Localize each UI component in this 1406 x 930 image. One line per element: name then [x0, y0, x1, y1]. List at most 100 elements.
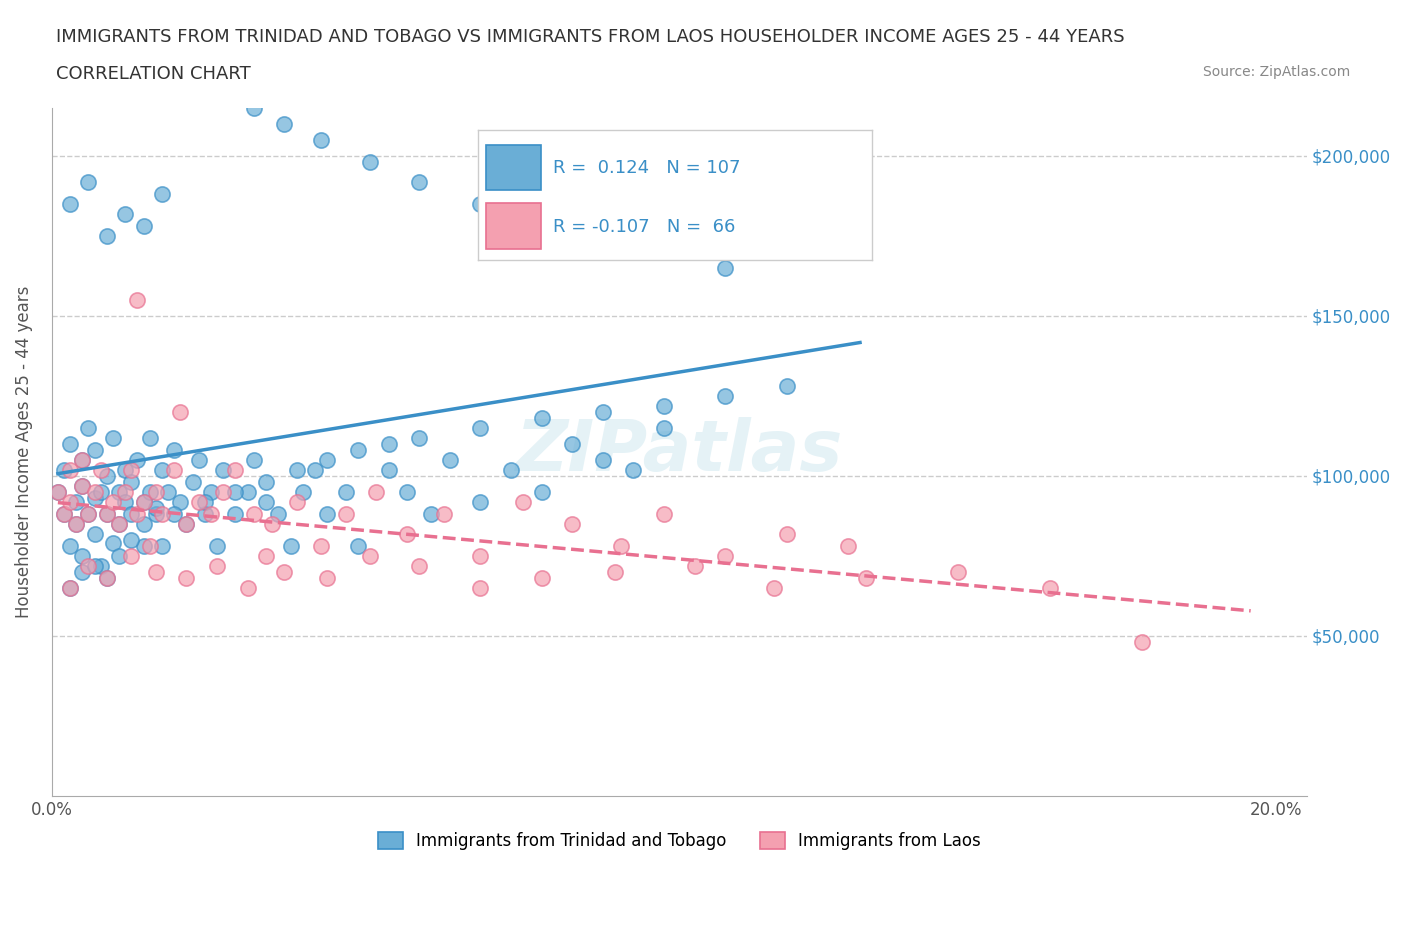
Point [194, 507, 217, 522]
Point [127, 293, 149, 308]
Point [53, 507, 76, 522]
Point [163, 462, 186, 477]
Point [366, 485, 388, 499]
Point [623, 238, 645, 253]
Point [714, 549, 737, 564]
Point [145, 565, 167, 579]
Point [108, 549, 131, 564]
Point [623, 462, 645, 477]
Point [714, 260, 737, 275]
Point [273, 116, 295, 131]
Point [132, 538, 155, 553]
Point [132, 494, 155, 509]
Point [439, 453, 461, 468]
Point [291, 485, 314, 499]
Point [205, 69, 228, 84]
Point [65, 494, 87, 509]
Point [377, 462, 399, 477]
Point [145, 485, 167, 499]
Point [77, 507, 100, 522]
Point [1130, 635, 1153, 650]
Point [72, 453, 94, 468]
Point [280, 538, 302, 553]
Point [683, 558, 706, 573]
Point [187, 453, 209, 468]
Point [433, 507, 456, 522]
Point [499, 462, 522, 477]
Point [83, 443, 105, 458]
Point [236, 580, 259, 595]
Point [309, 133, 332, 148]
Point [169, 405, 191, 419]
Point [96, 571, 118, 586]
Point [72, 478, 94, 493]
Point [408, 174, 430, 189]
Point [157, 485, 180, 499]
Point [1039, 580, 1062, 595]
Y-axis label: Householder Income Ages 25 - 44 years: Householder Income Ages 25 - 44 years [15, 286, 32, 618]
Point [316, 453, 339, 468]
Point [212, 462, 235, 477]
Point [176, 516, 198, 531]
Point [96, 469, 118, 484]
Point [236, 485, 259, 499]
Point [59, 494, 82, 509]
Point [267, 507, 290, 522]
Point [395, 485, 418, 499]
Point [120, 475, 142, 490]
Legend: Immigrants from Trinidad and Tobago, Immigrants from Laos: Immigrants from Trinidad and Tobago, Imm… [371, 825, 987, 857]
Point [470, 494, 492, 509]
Point [561, 436, 583, 451]
Point [108, 516, 131, 531]
Point [46, 485, 69, 499]
Point [592, 453, 614, 468]
Point [96, 507, 118, 522]
Point [65, 516, 87, 531]
Point [83, 485, 105, 499]
Point [114, 485, 136, 499]
Point [254, 475, 277, 490]
Point [470, 420, 492, 435]
Point [132, 219, 155, 233]
Point [837, 538, 859, 553]
Point [543, 219, 565, 233]
Point [285, 462, 308, 477]
Point [243, 453, 266, 468]
Point [181, 475, 204, 490]
Point [610, 538, 633, 553]
Point [53, 507, 76, 522]
Point [775, 379, 797, 393]
Point [59, 436, 82, 451]
Point [114, 206, 136, 221]
Point [59, 580, 82, 595]
Point [46, 485, 69, 499]
Point [59, 196, 82, 211]
Point [530, 411, 553, 426]
Point [108, 516, 131, 531]
Point [224, 462, 246, 477]
Point [138, 485, 160, 499]
Point [150, 462, 173, 477]
Point [347, 538, 370, 553]
Point [775, 526, 797, 541]
Point [138, 430, 160, 445]
Point [316, 507, 339, 522]
Point [114, 494, 136, 509]
Point [127, 453, 149, 468]
Point [187, 494, 209, 509]
Point [96, 571, 118, 586]
Point [176, 571, 198, 586]
Point [176, 516, 198, 531]
Point [652, 420, 675, 435]
Point [120, 533, 142, 548]
Point [262, 516, 284, 531]
Point [53, 462, 76, 477]
Point [90, 462, 112, 477]
Point [205, 558, 228, 573]
Point [335, 507, 357, 522]
Point [561, 516, 583, 531]
Point [83, 558, 105, 573]
Point [127, 507, 149, 522]
Point [273, 565, 295, 579]
Point [763, 580, 786, 595]
